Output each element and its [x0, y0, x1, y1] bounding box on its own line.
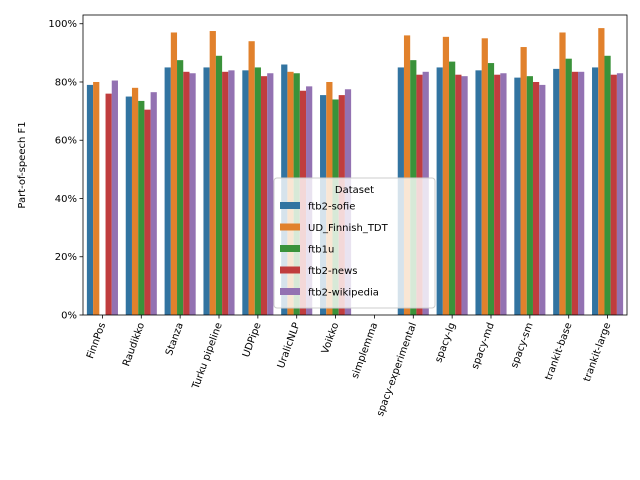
bar-ftb1u-Turku-pipeline: [215, 55, 223, 315]
x-tick-label: UralicNLP: [276, 321, 303, 370]
bar-ftb1u-UDPipe: [254, 67, 261, 316]
bar-ftb2-news-Turku-pipeline: [222, 71, 229, 315]
y-tick-label: 100%: [48, 19, 77, 30]
bar-ftb2-sofie-trankit-base: [553, 68, 560, 315]
bar-ftb2-news-spacy-sm: [532, 81, 540, 316]
bar-ftb1u-spacy-lg: [449, 61, 456, 315]
bar-UD_Finnish_TDT-spacy-sm: [520, 47, 527, 315]
bar-ftb2-wikipedia-Turku-pipeline: [228, 70, 235, 315]
legend-label-ftb1u: ftb1u: [308, 245, 334, 256]
bar-ftb1u-spacy-sm: [526, 76, 533, 315]
y-axis-title: Part-of-speech F1: [17, 121, 28, 208]
bar-ftb2-sofie-spacy-md: [475, 70, 482, 315]
bar-ftb1u-trankit-large: [604, 55, 611, 315]
bar-ftb2-news-UDPipe: [260, 76, 268, 315]
x-tick-label: spacy-lg: [433, 321, 458, 364]
y-tick-label: 40%: [55, 194, 77, 205]
bar-ftb2-sofie-Turku-pipeline: [203, 67, 210, 316]
bar-ftb2-news-spacy-md: [494, 74, 501, 316]
legend-box: [273, 177, 436, 309]
bar-ftb2-sofie-trankit-large: [592, 67, 599, 316]
bar-ftb2-sofie-Raudikko: [125, 96, 132, 315]
bar-UD_Finnish_TDT-Turku-pipeline: [209, 31, 216, 316]
legend-label-ftb2-wikipedia: ftb2-wikipedia: [308, 288, 379, 299]
x-tick-label: trankit-large: [582, 321, 614, 383]
legend-swatch-ftb2-news: [280, 266, 300, 274]
x-tick-label: Voikko: [320, 321, 341, 355]
bar-ftb2-news-Raudikko: [144, 109, 151, 315]
bar-ftb2-wikipedia-trankit-large: [616, 73, 624, 315]
legend-label-ftb2-news: ftb2-news: [308, 266, 357, 277]
bar-ftb2-sofie-spacy-sm: [514, 77, 521, 316]
bar-ftb2-sofie-FinnPos: [86, 84, 94, 316]
x-tick-label: spacy-md: [470, 321, 497, 370]
bar-ftb2-sofie-Stanza: [164, 67, 171, 316]
x-tick-label: FinnPos: [85, 321, 108, 360]
bar-ftb2-sofie-UDPipe: [242, 70, 249, 315]
bar-UD_Finnish_TDT-Raudikko: [131, 87, 139, 315]
legend-label-ftb2-sofie: ftb2-sofie: [308, 202, 355, 213]
x-tick-label: UDPipe: [241, 321, 264, 359]
bar-UD_Finnish_TDT-UDPipe: [248, 41, 255, 316]
bar-ftb2-wikipedia-UDPipe: [267, 73, 274, 315]
bar-ftb2-wikipedia-spacy-lg: [461, 76, 468, 315]
y-tick-label: 80%: [55, 77, 77, 88]
bar-UD_Finnish_TDT-spacy-lg: [442, 36, 450, 316]
x-tick-label: Turku pipeline: [190, 321, 225, 391]
y-tick-label: 20%: [55, 252, 77, 263]
legend: Dataset ftb2-sofie UD_Finnish_TDT ftb1u ftb2…: [273, 177, 436, 309]
legend-swatch-UD_Finnish_TDT: [280, 223, 300, 231]
bar-ftb1u-trankit-base: [565, 58, 572, 315]
bar-ftb1u-spacy-md: [487, 63, 495, 316]
x-tick-label: Raudikko: [121, 321, 147, 368]
legend-swatch-ftb2-sofie: [280, 202, 300, 209]
x-tick-label: simplemma: [350, 321, 380, 380]
bar-ftb2-wikipedia-trankit-base: [578, 71, 585, 315]
legend-label-UD_Finnish_TDT: UD_Finnish_TDT: [308, 223, 389, 234]
legend-swatch-ftb2-wikipedia: [280, 288, 300, 295]
x-tick-label: spacy-sm: [509, 321, 536, 369]
bar-ftb2-news-FinnPos: [105, 93, 112, 315]
bar-ftb1u-Stanza: [177, 60, 184, 316]
bar-ftb2-wikipedia-FinnPos: [111, 80, 118, 315]
bar-UD_Finnish_TDT-Stanza: [170, 32, 178, 315]
bar-UD_Finnish_TDT-spacy-md: [481, 38, 488, 316]
bar-UD_Finnish_TDT-trankit-base: [559, 32, 566, 315]
bar-ftb1u-Raudikko: [138, 100, 145, 315]
bar-UD_Finnish_TDT-trankit-large: [598, 28, 605, 316]
x-tick-label: Stanza: [164, 321, 186, 357]
bar-ftb2-news-trankit-large: [610, 74, 617, 316]
legend-title: Dataset: [335, 185, 374, 196]
legend-swatch-ftb1u: [280, 245, 300, 252]
bar-ftb2-wikipedia-Raudikko: [150, 92, 157, 316]
bar-ftb2-news-Stanza: [183, 71, 190, 315]
bar-ftb2-news-trankit-base: [571, 71, 579, 315]
bar-ftb2-news-spacy-lg: [455, 74, 462, 316]
x-tick-label: spacy-experimental: [375, 321, 419, 418]
bar-ftb2-wikipedia-spacy-md: [500, 73, 507, 315]
bar-ftb2-wikipedia-spacy-sm: [539, 84, 546, 316]
bar-ftb2-sofie-spacy-lg: [436, 67, 443, 316]
bar-UD_Finnish_TDT-spacy-experimental: [403, 35, 411, 315]
y-tick-label: 60%: [55, 136, 77, 147]
bar-ftb2-wikipedia-Stanza: [189, 73, 196, 315]
plot-frame: [82, 14, 628, 316]
x-tick-label: trankit-base: [544, 321, 575, 382]
y-tick-label: 0%: [61, 311, 77, 322]
bar-UD_Finnish_TDT-FinnPos: [93, 81, 100, 316]
